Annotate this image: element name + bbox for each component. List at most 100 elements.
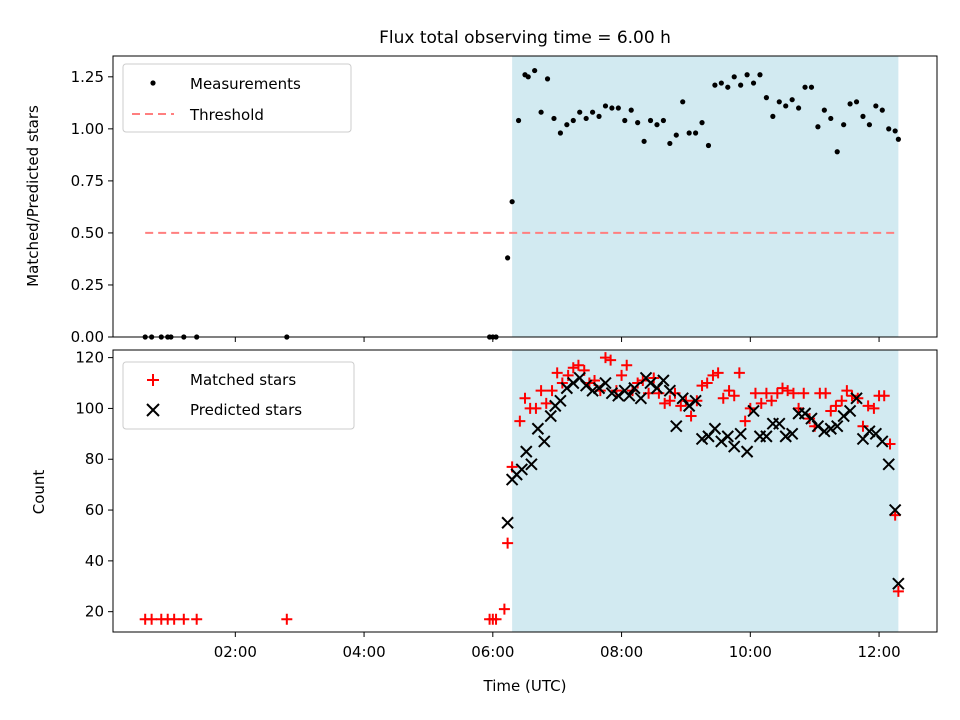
measurement-point	[841, 122, 847, 128]
matched-stars-point	[841, 385, 853, 397]
top-plot-frame	[112, 55, 938, 338]
measurement-point	[615, 105, 621, 111]
predicted-stars-point	[670, 420, 683, 433]
measurement-point	[738, 82, 744, 88]
measurement-point	[509, 199, 515, 205]
matched-stars-point	[755, 397, 767, 409]
predicted-stars-point	[863, 425, 876, 438]
measurement-point	[692, 130, 699, 136]
top-x-ticks	[234, 337, 880, 342]
matched-stars-point	[868, 402, 880, 414]
x-tick-label: 08:00	[600, 643, 643, 661]
y-tick-label: 40	[85, 552, 104, 570]
top-legend: Measurements Threshold	[122, 63, 352, 133]
bottom-panel: 20 40 60 80 100 120 02:00 04:00 06:00 08:00 10:00…	[30, 349, 938, 695]
matched-stars-point	[793, 402, 805, 414]
measurement-point	[667, 140, 673, 147]
measurement-point	[538, 109, 544, 115]
measurement-point	[718, 80, 724, 86]
y-tick-label: 60	[85, 501, 104, 519]
matched-stars-point	[777, 382, 788, 394]
y-tick-label: 0.50	[71, 224, 104, 242]
matched-stars-point	[696, 380, 708, 392]
measurement-point	[763, 95, 770, 101]
measurement-point	[680, 99, 686, 105]
bottom-legend: Matched stars Predicted stars	[122, 361, 355, 430]
x-tick-label: 06:00	[471, 643, 514, 661]
matched-stars-point	[771, 387, 783, 399]
measurement-point	[866, 122, 873, 128]
predicted-stars-point	[689, 394, 702, 408]
predicted-stars-point	[760, 430, 773, 443]
measurement-point	[525, 74, 531, 80]
matched-stars-point	[846, 390, 858, 402]
predicted-stars-point	[747, 404, 760, 418]
y-tick-label: 0.75	[71, 172, 104, 190]
legend-predicted-label: Predicted stars	[190, 401, 302, 419]
measurement-point	[609, 105, 615, 111]
matched-stars-point	[567, 362, 579, 374]
measurement-point	[577, 109, 583, 115]
matched-stars-point	[168, 613, 180, 625]
measurement-point	[834, 149, 840, 155]
matched-stars-point	[502, 537, 514, 549]
matched-stars-point	[820, 387, 832, 399]
predicted-stars-point	[515, 463, 528, 476]
measurement-point	[673, 132, 679, 138]
legend-threshold-label: Threshold	[189, 106, 264, 124]
bottom-x-ticks: 02:00 04:00 06:00 08:00 10:00 12:00	[214, 632, 901, 661]
predicted-stars-point	[831, 420, 844, 433]
matched-stars-point	[572, 359, 584, 371]
matched-stars-point	[519, 392, 531, 404]
predicted-stars-point	[882, 458, 895, 471]
measurement-point	[712, 82, 718, 88]
matched-stars-point	[540, 397, 552, 409]
measurement-point	[628, 107, 634, 113]
predicted-stars-point	[538, 435, 551, 448]
measurement-point	[515, 117, 522, 124]
predicted-stars-point	[634, 392, 648, 405]
bottom-legend-box	[122, 361, 355, 430]
predicted-stars-point	[779, 430, 792, 443]
matched-stars-point	[884, 438, 896, 450]
matched-stars-point	[766, 395, 778, 407]
predicted-stars-point	[708, 422, 722, 435]
chart-title: Flux total observing time = 6.00 h	[379, 28, 671, 48]
measurement-point	[892, 128, 898, 134]
measurement-point	[808, 84, 815, 90]
measurement-point	[795, 105, 802, 111]
matched-stars-point	[857, 420, 869, 432]
matched-stars-point	[664, 395, 676, 407]
predicted-stars-point	[599, 376, 612, 390]
measurement-point	[654, 122, 660, 128]
measurement-point	[776, 99, 782, 105]
matched-stars-point	[836, 395, 848, 407]
measurement-point	[853, 99, 860, 105]
measurement-point	[789, 97, 795, 103]
matched-stars-point	[551, 367, 563, 379]
x-tick-label: 04:00	[342, 643, 385, 661]
measurement-point	[551, 115, 557, 122]
y-tick-label: 80	[85, 450, 104, 468]
matched-stars-point	[191, 613, 203, 625]
bottom-plot-frame	[112, 349, 938, 633]
measurement-point	[783, 103, 789, 109]
matched-stars-point	[878, 390, 890, 402]
measurement-point	[821, 107, 827, 113]
measurement-point	[602, 103, 609, 109]
measurement-points	[142, 67, 901, 340]
predicted-stars-point	[740, 445, 754, 458]
measurement-point	[583, 115, 589, 122]
top-legend-box	[122, 63, 352, 133]
measurement-point	[705, 142, 712, 149]
predicted-stars-point	[544, 409, 557, 423]
matched-stars-point	[659, 397, 671, 409]
predicted-stars-point	[531, 422, 545, 435]
top-y-axis-label: Matched/Predicted stars	[24, 105, 42, 287]
measurement-point	[557, 130, 564, 136]
measurement-point	[635, 120, 641, 126]
matched-stars-point	[498, 603, 510, 615]
matched-stars-point	[862, 400, 874, 412]
y-tick-label: 1.00	[71, 120, 104, 138]
matched-stars-point	[490, 613, 502, 625]
